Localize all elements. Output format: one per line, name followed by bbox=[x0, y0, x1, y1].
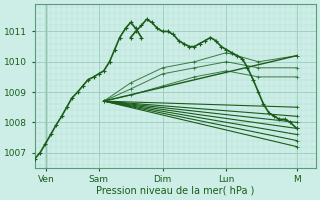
X-axis label: Pression niveau de la mer( hPa ): Pression niveau de la mer( hPa ) bbox=[96, 186, 254, 196]
